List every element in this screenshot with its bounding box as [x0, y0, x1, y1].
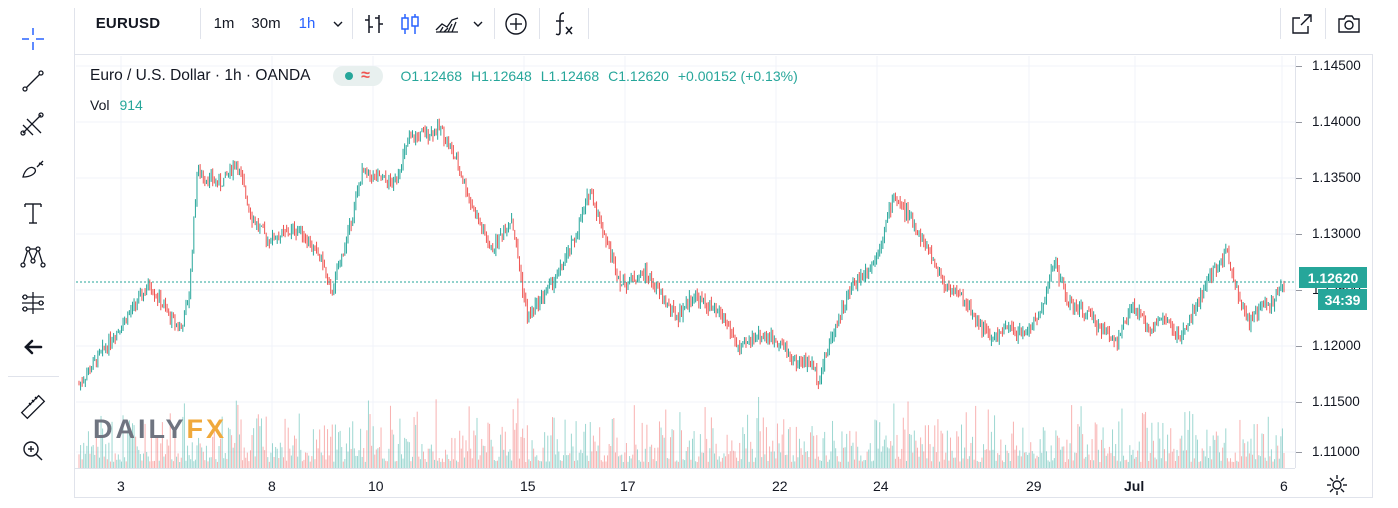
price-tick-label: 1.13500 [1312, 170, 1361, 185]
symbol-search-button[interactable]: EURUSD [95, 15, 161, 32]
toolbar-divider [352, 8, 353, 39]
price-chart[interactable] [76, 56, 1295, 468]
drawing-toolbar [8, 8, 75, 498]
volume-legend: Vol 914 [90, 97, 143, 113]
time-tick-label: 29 [1026, 478, 1042, 494]
price-tick-label: 1.12000 [1312, 338, 1361, 353]
open-value: O1.12468 [400, 68, 463, 84]
price-tick [1296, 66, 1302, 67]
bar-countdown-label: 34:39 [1318, 289, 1367, 310]
price-tick [1296, 290, 1302, 291]
compare-plus-icon[interactable] [500, 0, 532, 47]
current-price-label: 1.12620 [1299, 267, 1367, 288]
zoom-in-icon[interactable] [16, 434, 50, 468]
text-tool-icon[interactable] [16, 196, 50, 230]
time-tick-label: 8 [268, 478, 276, 494]
toolbar-divider [1325, 8, 1326, 39]
ruler-icon[interactable] [16, 390, 50, 424]
price-tick [1296, 122, 1302, 123]
indicators-fx-icon[interactable] [548, 0, 580, 47]
price-tick [1296, 346, 1302, 347]
price-tick [1296, 234, 1302, 235]
volume-label: Vol [90, 97, 110, 113]
open-external-icon[interactable] [1286, 0, 1318, 47]
toolbar-divider [1280, 8, 1281, 39]
toolbar-divider [200, 8, 201, 39]
price-tick-label: 1.11500 [1312, 394, 1360, 409]
chart-style-dropdown-chevron-icon[interactable] [468, 0, 488, 47]
candles-chart-style-icon[interactable] [396, 0, 424, 47]
measure-tool-icon[interactable] [16, 286, 50, 320]
low-value: L1.12468 [540, 68, 600, 84]
back-arrow-icon[interactable] [16, 330, 50, 364]
brush-icon[interactable] [16, 152, 50, 186]
screenshot-camera-icon[interactable] [1332, 0, 1366, 47]
dailyfx-watermark-logo: DAILYFX [93, 414, 228, 444]
time-tick-label: Jul [1124, 478, 1145, 494]
crosshair-icon[interactable] [16, 22, 50, 56]
toolbar-divider [494, 8, 495, 39]
interval-30m-button[interactable]: 30m [251, 15, 281, 32]
price-tick [1296, 178, 1302, 179]
close-value: C1.12620 [608, 68, 669, 84]
data-delay-icon: ≈ [361, 67, 370, 84]
time-axis[interactable] [75, 468, 1295, 498]
price-tick [1296, 452, 1302, 453]
time-tick-label: 17 [620, 478, 636, 494]
top-toolbar [75, 8, 1373, 55]
chart-legend: Euro / U.S. Dollar · 1h · OANDA ≈ O1.124… [90, 66, 798, 86]
chart-frame [8, 8, 1373, 498]
time-tick-label: 15 [520, 478, 536, 494]
time-tick-label: 10 [368, 478, 384, 494]
price-tick-label: 1.14500 [1312, 58, 1361, 73]
fib-retracement-icon[interactable] [16, 108, 50, 142]
time-tick-label: 24 [873, 478, 889, 494]
price-axis[interactable] [1295, 56, 1373, 468]
volume-value: 914 [119, 97, 143, 113]
market-open-dot-icon [345, 72, 354, 80]
time-tick-label: 22 [772, 478, 788, 494]
interval-1h-button[interactable]: 1h [298, 15, 316, 32]
pattern-tool-icon[interactable] [16, 240, 50, 274]
price-tick-label: 1.13000 [1312, 226, 1361, 241]
change-value: +0.00152 (+0.13%) [677, 68, 798, 84]
interval-1m-button[interactable]: 1m [213, 15, 235, 32]
price-tick-label: 1.11000 [1312, 444, 1360, 459]
ohlc-values: O1.12468 H1.12648 L1.12468 C1.12620 +0.0… [401, 68, 798, 84]
time-tick-label: 6 [1280, 478, 1288, 494]
trend-line-icon[interactable] [16, 64, 50, 98]
toolbar-divider [588, 8, 589, 39]
area-chart-style-icon[interactable] [432, 0, 462, 47]
market-status-badge[interactable]: ≈ [332, 66, 383, 86]
gear-icon[interactable] [1325, 473, 1349, 497]
high-value: H1.12648 [471, 68, 532, 84]
bar-chart-style-icon[interactable] [360, 0, 388, 47]
price-tick [1296, 402, 1302, 403]
interval-dropdown-chevron-icon[interactable] [328, 0, 348, 47]
price-tick-label: 1.14000 [1312, 114, 1361, 129]
toolbar-divider [539, 8, 540, 39]
symbol-title: Euro / U.S. Dollar · 1h · OANDA [90, 67, 311, 84]
toolbar-divider [8, 376, 59, 377]
time-tick-label: 3 [117, 478, 125, 494]
